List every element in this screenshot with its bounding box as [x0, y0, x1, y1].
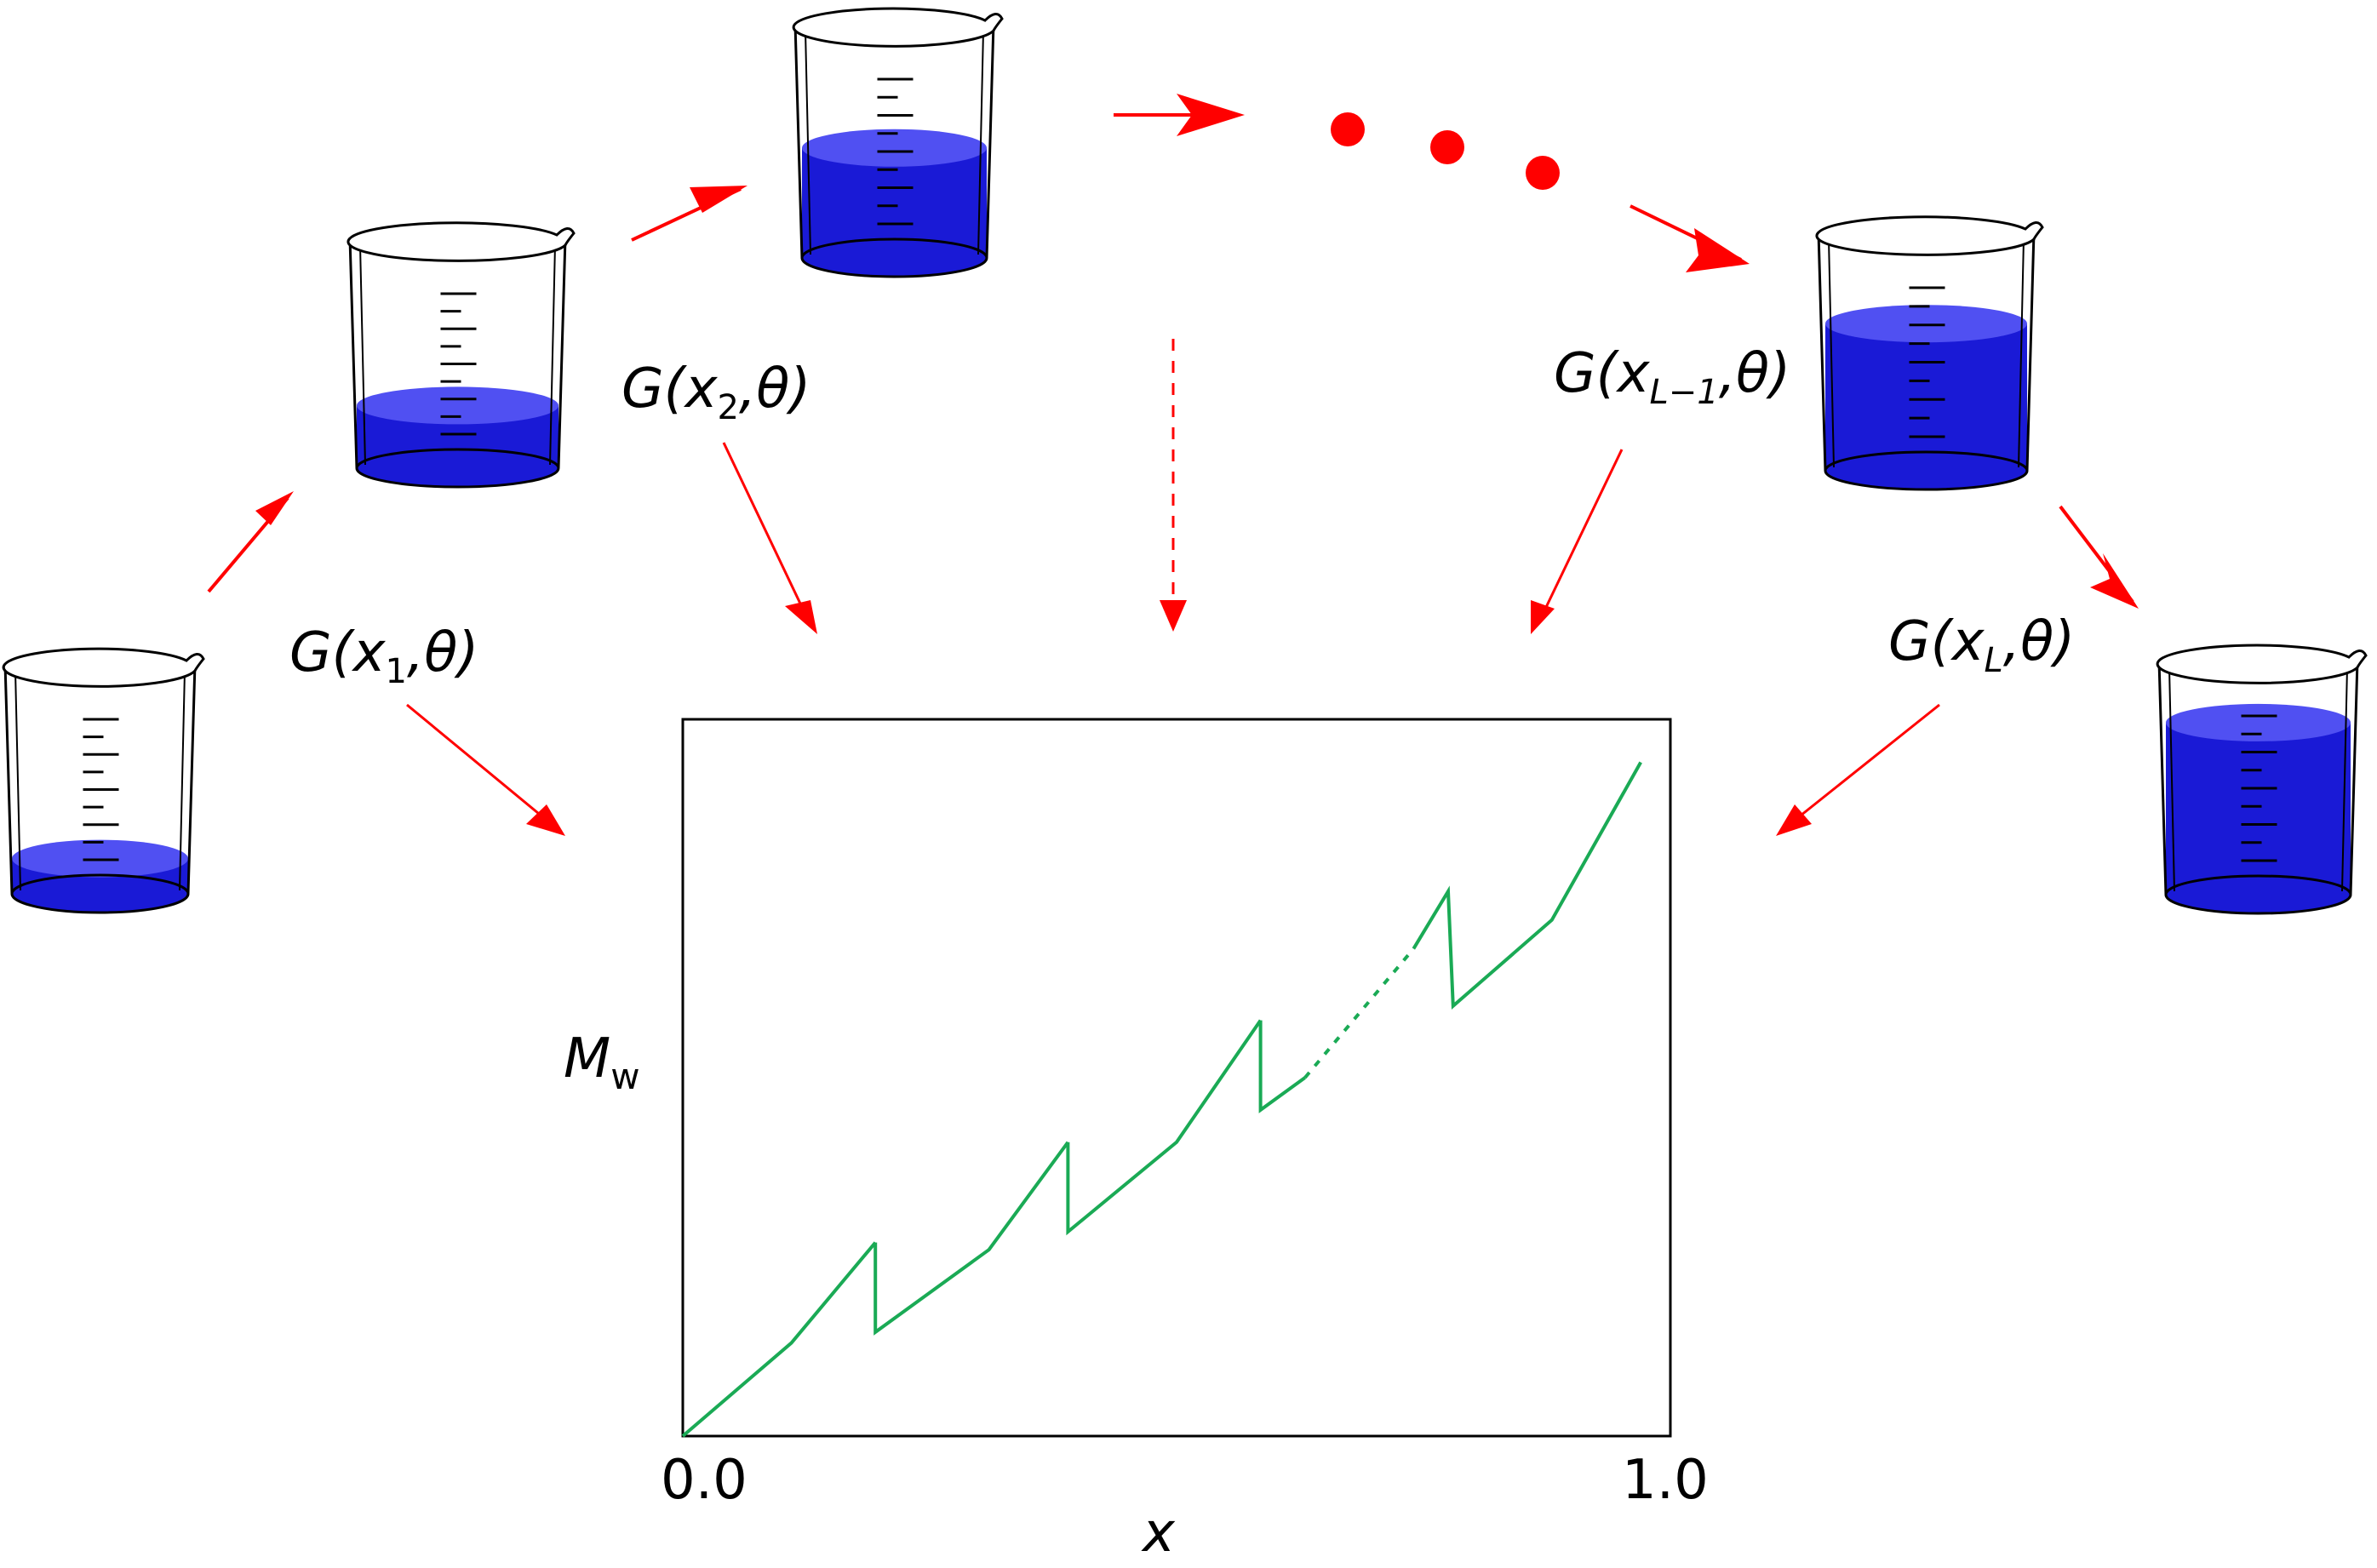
beaker-3: [792, 7, 1004, 278]
curve-segment-1: [681, 1241, 877, 1438]
beaker-walls: [1817, 232, 2036, 472]
arrowhead-g1-chart: [526, 804, 565, 836]
curve-segment-3: [1066, 1019, 1263, 1236]
ellipsis-dot-2: [1430, 130, 1464, 164]
liquid-surface: [357, 386, 558, 425]
arrowhead-b2-b3: [690, 186, 747, 213]
liquid-surface: [802, 129, 987, 167]
liquid-body: [2166, 722, 2351, 913]
beaker-walls: [348, 237, 567, 469]
beaker-walls: [2157, 660, 2359, 896]
curve-segment-2: [873, 1141, 1070, 1336]
curve-segment-6: [1412, 761, 1642, 1010]
liquid-surface: [1825, 305, 2027, 343]
contribution-arrows: [406, 339, 1940, 827]
arrow-gL-chart: [1787, 703, 1940, 827]
label-g-xL: G(xL,θ): [1888, 610, 2075, 680]
chart-frame: [681, 718, 1672, 1438]
liquid-surface: [2166, 703, 2351, 741]
beaker-group: [2, 7, 2368, 915]
arrowhead-gL-chart: [1776, 804, 1812, 836]
arrow-gL1-chart: [1538, 449, 1624, 622]
beaker-inner-walls: [1828, 238, 2025, 468]
arrowhead-gL1-chart: [1531, 600, 1555, 634]
y-axis-label: Mw: [564, 1027, 640, 1097]
beaker-inner-walls: [2168, 667, 2348, 892]
label-g-xL-1: G(xL−1,θ): [1554, 342, 1790, 412]
curve-segment-4: [1258, 1020, 1306, 1113]
beaker-rim: [347, 221, 576, 262]
beaker-rim: [792, 7, 1004, 48]
beaker-inner-walls: [14, 670, 186, 891]
ellipsis-dots: [1331, 112, 1560, 190]
beaker-L-1: [1815, 215, 2044, 491]
x-axis-label: x: [1141, 1502, 1176, 1565]
arrowhead-bL1-bL: [2090, 553, 2139, 609]
ellipsis-dot-3: [1526, 156, 1560, 190]
progression-arrowheads: [255, 94, 2139, 609]
curve-segment-5: [1303, 947, 1415, 1079]
arrowhead-b3-chart: [1160, 600, 1187, 632]
liquid-body: [802, 147, 987, 277]
ellipsis-dot-1: [1331, 112, 1365, 146]
mw-chart: Mw 0.0 1.0 x: [564, 718, 1709, 1565]
arrowhead-b3-dots: [1177, 94, 1245, 136]
arrowhead-g2-chart: [785, 600, 817, 634]
beaker-rim: [2156, 644, 2368, 684]
label-g-x1: G(x1,θ): [289, 621, 478, 691]
arrowhead-b1-b2: [255, 491, 294, 525]
beaker-rim: [1815, 215, 2044, 256]
beaker-inner-walls: [359, 244, 556, 466]
contribution-arrowheads: [526, 600, 1812, 836]
liquid-body: [1825, 323, 2027, 489]
x-tick-1: 1.0: [1622, 1449, 1709, 1512]
arrow-g2-chart: [722, 442, 810, 622]
beaker-walls: [793, 23, 995, 259]
chart-curve: [681, 761, 1642, 1438]
beaker-rim: [2, 647, 205, 688]
liquid-body: [357, 405, 558, 487]
arrowhead-dots-bL1: [1686, 228, 1750, 272]
beaker-2: [347, 221, 576, 489]
beaker-1: [2, 647, 205, 914]
label-g-x2: G(x2,θ): [621, 358, 810, 427]
beaker-L: [2156, 644, 2368, 915]
arrow-g1-chart: [406, 703, 554, 827]
beaker-inner-walls: [805, 30, 984, 255]
beaker-walls: [3, 663, 197, 895]
x-tick-0: 0.0: [661, 1449, 747, 1512]
